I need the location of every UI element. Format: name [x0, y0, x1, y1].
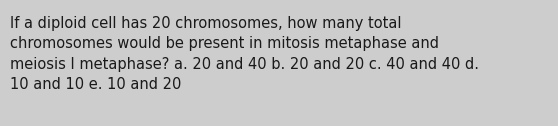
Text: If a diploid cell has 20 chromosomes, how many total
chromosomes would be presen: If a diploid cell has 20 chromosomes, ho…	[10, 16, 479, 92]
